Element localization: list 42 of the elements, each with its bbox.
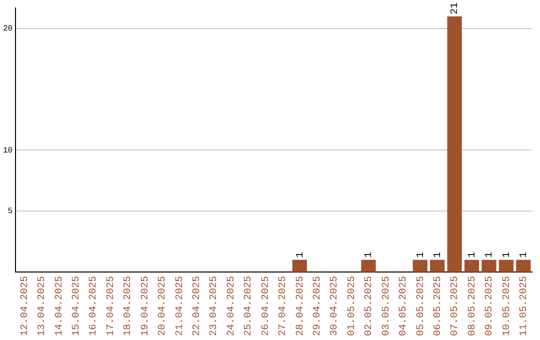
x-tick-label: 22.04.2025 <box>192 276 203 336</box>
data-label: 1 <box>295 252 306 258</box>
x-tick-label: 16.04.2025 <box>88 276 100 336</box>
data-label: 1 <box>484 252 496 258</box>
data-label: 1 <box>502 252 513 258</box>
x-tick-label: 11.05.2025 <box>519 276 530 336</box>
x-tick-label: 26.04.2025 <box>260 276 272 336</box>
x-tick-label: 20.04.2025 <box>158 276 169 336</box>
x-tick-label: 01.05.2025 <box>346 276 358 336</box>
y-tick-label: 5 <box>8 207 13 216</box>
x-tick-label: 27.04.2025 <box>278 276 290 336</box>
x-tick-label: 18.04.2025 <box>123 276 134 336</box>
data-label: 1 <box>364 252 376 258</box>
data-label: 1 <box>467 252 478 258</box>
data-label: 1 <box>432 252 444 258</box>
data-label: 21 <box>450 2 462 14</box>
x-tick-label: 02.05.2025 <box>364 276 376 336</box>
x-tick-label: 19.04.2025 <box>140 276 152 336</box>
x-tick-label: 28.04.2025 <box>295 276 306 336</box>
x-tick-label: 14.04.2025 <box>54 276 66 336</box>
x-tick-label: 09.05.2025 <box>484 276 496 336</box>
x-tick-label: 05.05.2025 <box>416 276 427 336</box>
x-tick-label: 17.04.2025 <box>106 276 117 336</box>
x-tick-label: 30.04.2025 <box>330 276 341 336</box>
x-tick-label: 08.05.2025 <box>467 276 478 336</box>
y-tick-label: 10 <box>2 146 13 156</box>
x-tick-label: 29.04.2025 <box>312 276 324 336</box>
data-label: 1 <box>519 252 530 258</box>
x-tick-label: 21.04.2025 <box>174 276 186 336</box>
data-label: 1 <box>416 252 427 258</box>
x-tick-label: 07.05.2025 <box>450 276 462 336</box>
x-tick-label: 04.05.2025 <box>398 276 410 336</box>
x-tick-label: 06.05.2025 <box>432 276 444 336</box>
x-tick-label: 12.04.2025 <box>20 276 31 336</box>
x-tick-label: 13.04.2025 <box>37 276 48 336</box>
x-tick-label: 15.04.2025 <box>71 276 82 336</box>
x-tick-label: 03.05.2025 <box>381 276 392 336</box>
x-tick-label: 24.04.2025 <box>226 276 238 336</box>
x-tick-label: 10.05.2025 <box>502 276 513 336</box>
x-tick-label: 23.04.2025 <box>209 276 220 336</box>
y-tick-label: 20 <box>2 24 13 34</box>
x-tick-label: 25.04.2025 <box>244 276 255 336</box>
